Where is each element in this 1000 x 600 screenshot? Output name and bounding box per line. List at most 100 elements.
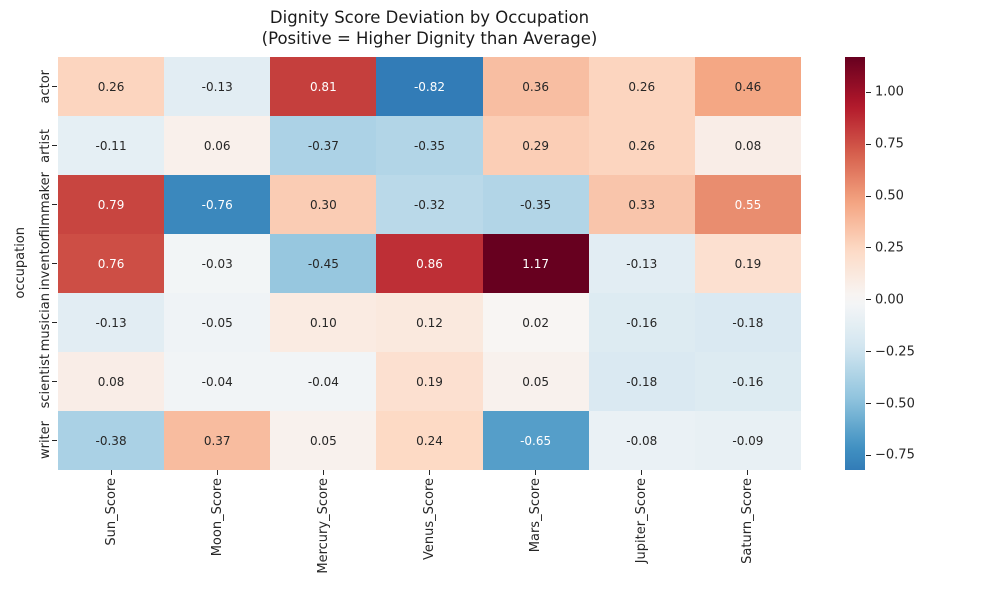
colorbar-tick-mark <box>866 454 871 456</box>
chart-title: Dignity Score Deviation by Occupation (P… <box>58 7 801 49</box>
heatmap-cell: 0.10 <box>270 293 377 352</box>
heatmap-cell: 0.05 <box>270 411 377 470</box>
colorbar-tick-label: −0.50 <box>875 396 915 412</box>
heatmap-cell: 0.76 <box>58 234 165 293</box>
colorbar-tick-mark <box>866 299 871 301</box>
heatmap-cell: -0.13 <box>164 57 271 116</box>
heatmap-cell: 0.29 <box>482 116 589 175</box>
y-tick-label-text: filmmaker <box>37 171 53 238</box>
x-tick-mark <box>429 470 430 475</box>
x-tick-label-text: Mercury_Score <box>315 478 331 574</box>
heatmap-cell: -0.76 <box>164 175 271 234</box>
heatmap-cell: -0.37 <box>270 116 377 175</box>
heatmap-cell: -0.18 <box>588 352 695 411</box>
heatmap-cell: -0.05 <box>164 293 271 352</box>
x-tick-label-text: Mars_Score <box>528 478 544 553</box>
y-tick-mark <box>52 86 57 87</box>
colorbar-tick-mark <box>866 351 871 353</box>
y-tick-mark <box>52 322 57 323</box>
heatmap-cell: 0.08 <box>58 352 165 411</box>
heatmap-cell: -0.04 <box>270 352 377 411</box>
heatmap-cell: -0.08 <box>588 411 695 470</box>
heatmap-cell: -0.65 <box>482 411 589 470</box>
colorbar-tick-label: −0.25 <box>875 344 915 360</box>
heatmap-cell: 0.37 <box>164 411 271 470</box>
colorbar-tick-label: 0.50 <box>875 188 904 204</box>
y-tick-label-text: inventor <box>37 236 53 291</box>
heatmap-cell: 0.19 <box>694 234 801 293</box>
heatmap-cell: -0.82 <box>376 57 483 116</box>
colorbar-tick-label: 0.75 <box>875 136 904 152</box>
colorbar-tick-mark <box>866 143 871 145</box>
y-tick-label-text: actor <box>37 69 53 104</box>
x-tick-label-text: Sun_Score <box>103 478 119 546</box>
heatmap-cell: 0.24 <box>376 411 483 470</box>
heatmap-cell: -0.16 <box>694 352 801 411</box>
heatmap-cell: -0.35 <box>482 175 589 234</box>
colorbar-tick-label: 0.25 <box>875 240 904 256</box>
heatmap-cell: -0.18 <box>694 293 801 352</box>
heatmap-cell: -0.16 <box>588 293 695 352</box>
heatmap-cell: 0.08 <box>694 116 801 175</box>
y-tick-label-text: musician <box>37 293 53 352</box>
heatmap-cell: 0.86 <box>376 234 483 293</box>
x-tick-mark <box>110 470 112 475</box>
colorbar-tick-label: 1.00 <box>875 84 904 100</box>
y-tick-label-text: scientist <box>37 354 53 409</box>
colorbar-tick-mark <box>866 403 871 405</box>
y-tick-mark <box>52 145 57 146</box>
x-tick-mark <box>641 470 643 475</box>
heatmap-cell: 0.46 <box>694 57 801 116</box>
y-tick-mark <box>52 440 57 441</box>
heatmap-cell: -0.38 <box>58 411 165 470</box>
heatmap-cell: 0.12 <box>376 293 483 352</box>
y-tick-mark <box>52 263 57 264</box>
heatmap-cell: -0.32 <box>376 175 483 234</box>
chart-title-line2: (Positive = Higher Dignity than Average) <box>261 29 598 48</box>
heatmap-cell: -0.35 <box>376 116 483 175</box>
colorbar-tick-mark <box>866 247 871 249</box>
x-tick-label-text: Jupiter_Score <box>634 478 650 564</box>
heatmap-cell: -0.03 <box>164 234 271 293</box>
x-tick-label-text: Saturn_Score <box>740 478 756 564</box>
heatmap-cell: 0.02 <box>482 293 589 352</box>
colorbar-gradient <box>845 57 865 470</box>
x-tick-mark <box>216 470 218 475</box>
heatmap-cell: -0.04 <box>164 352 271 411</box>
heatmap-cell: -0.13 <box>58 293 165 352</box>
y-tick-mark <box>52 381 57 382</box>
heatmap-cell: 1.17 <box>482 234 589 293</box>
x-tick-label-text: Venus_Score <box>422 478 437 561</box>
y-tick-mark <box>52 204 57 205</box>
x-tick-mark <box>535 470 537 475</box>
y-tick-label-text: artist <box>37 128 53 163</box>
heatmap-cell: 0.05 <box>482 352 589 411</box>
chart-title-line1: Dignity Score Deviation by Occupation <box>269 8 590 27</box>
heatmap-cell: 0.26 <box>58 57 165 116</box>
heatmap-cell: 0.30 <box>270 175 377 234</box>
colorbar-tick-mark <box>866 195 871 197</box>
heatmap-cell: 0.06 <box>164 116 271 175</box>
heatmap-cell: -0.45 <box>270 234 377 293</box>
y-axis-label-text: occupation <box>12 227 28 299</box>
heatmap-cell: 0.81 <box>270 57 377 116</box>
y-tick-label-text: writer <box>37 421 53 460</box>
heatmap-cell: 0.19 <box>376 352 483 411</box>
heatmap-cell: 0.33 <box>588 175 695 234</box>
x-tick-label-text: Moon_Score <box>209 478 225 557</box>
x-tick-mark <box>747 470 749 475</box>
colorbar-tick-label: 0.00 <box>875 292 904 308</box>
x-tick-mark <box>322 470 324 475</box>
heatmap-cell: -0.11 <box>58 116 165 175</box>
heatmap-cell: 0.26 <box>588 116 695 175</box>
heatmap-cell: 0.36 <box>482 57 589 116</box>
colorbar-tick-label: −0.75 <box>875 447 915 463</box>
colorbar-tick-mark <box>866 91 871 93</box>
heatmap-cell: -0.09 <box>694 411 801 470</box>
heatmap-cell: -0.13 <box>588 234 695 293</box>
heatmap-cell: 0.26 <box>588 57 695 116</box>
heatmap-cell: 0.79 <box>58 175 165 234</box>
heatmap-grid: 0.26 -0.13 0.81 -0.82 0.36 0.26 0.46 -0.11 0.06-… <box>58 57 801 470</box>
heatmap-cell: 0.55 <box>694 175 801 234</box>
